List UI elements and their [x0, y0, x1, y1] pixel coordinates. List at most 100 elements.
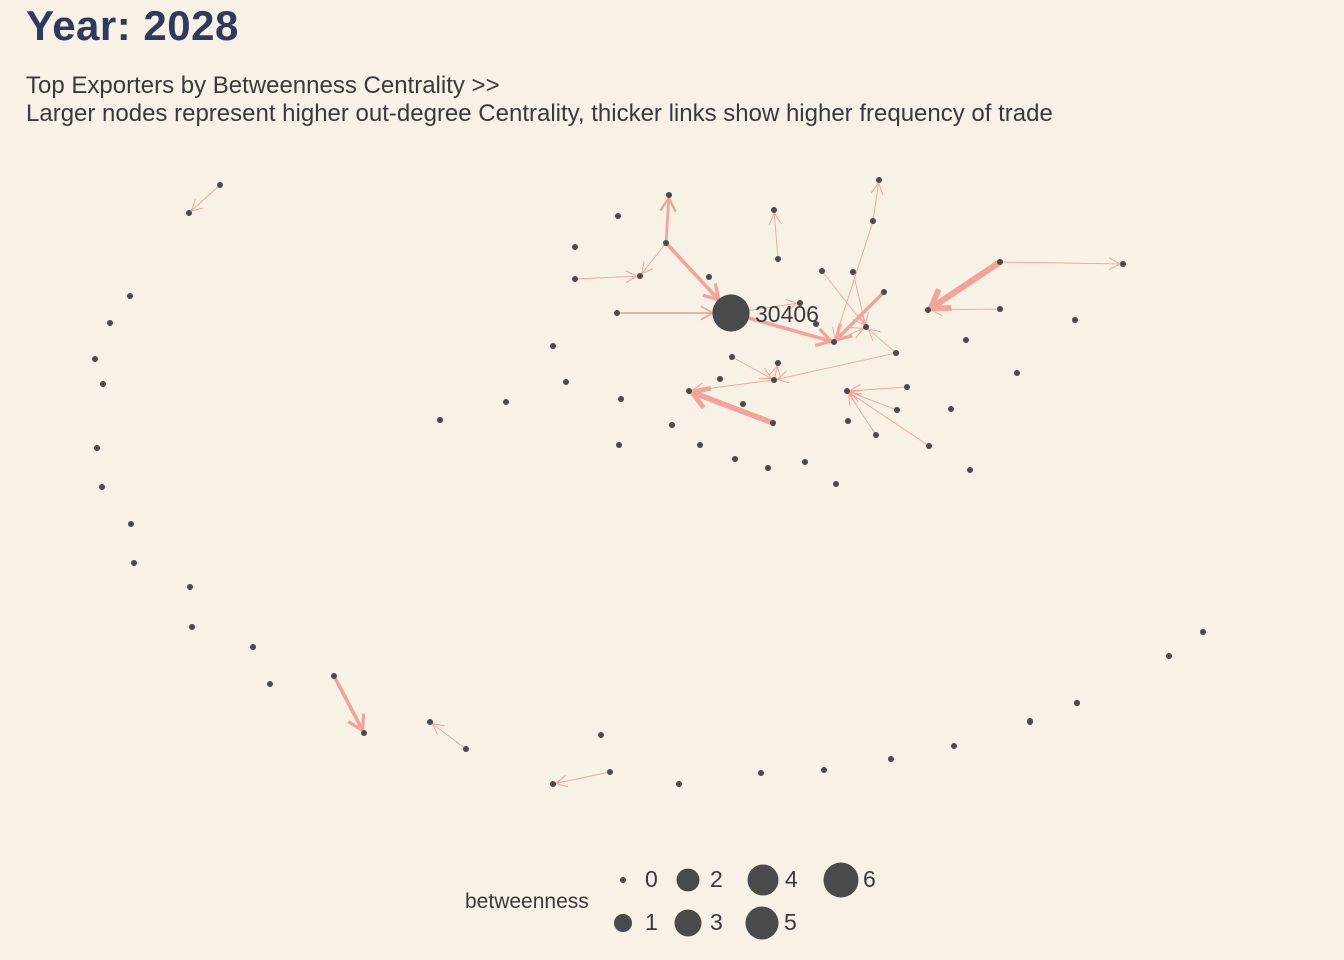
edge-c21-c18 — [852, 271, 866, 325]
node-r7 — [128, 521, 134, 527]
edge-c35-c33 — [849, 392, 930, 447]
legend-label-4: 4 — [785, 866, 798, 892]
edge-c36-c33 — [849, 391, 898, 411]
legend-marker-6 — [823, 862, 859, 898]
node-c27 — [686, 388, 692, 394]
edge-c26-c18 — [867, 328, 897, 354]
edge-c22-c20 — [834, 290, 886, 342]
node-c23 — [775, 360, 781, 366]
node-a2 — [186, 210, 192, 216]
edge-arrowhead-c15-c16 — [1108, 257, 1122, 271]
node-c3 — [663, 240, 669, 246]
node-c32 — [963, 337, 969, 343]
edge-c19-c18 — [821, 270, 865, 326]
edge-arrowhead-c29-c27 — [690, 382, 704, 396]
legend-label-6: 6 — [863, 866, 876, 892]
node-r19 — [967, 467, 973, 473]
node-c24 — [729, 354, 735, 360]
node-c28 — [770, 420, 776, 426]
node-c31 — [740, 401, 746, 407]
edge-arrowhead-c29-c23 — [768, 364, 782, 379]
node-hub — [712, 294, 750, 332]
legend-label-0: 0 — [645, 866, 658, 892]
node-c5 — [572, 276, 578, 282]
node-c41 — [618, 396, 624, 402]
node-r4 — [100, 381, 106, 387]
subtitle-line-1: Top Exporters by Betweenness Centrality … — [26, 72, 500, 99]
legend-label-5: 5 — [784, 909, 797, 935]
edge-c3-c6 — [641, 242, 667, 275]
node-r29 — [821, 767, 827, 773]
node-b3 — [463, 746, 469, 752]
edge-c34-c33 — [849, 386, 908, 392]
node-r3 — [92, 356, 98, 362]
node-c38 — [845, 418, 851, 424]
node-c9 — [797, 300, 803, 306]
edge-arrowhead-c22-c20 — [833, 323, 853, 343]
node-c39 — [948, 406, 954, 412]
node-r28 — [758, 770, 764, 776]
node-c13 — [925, 307, 931, 313]
edge-r25-r24 — [555, 771, 611, 784]
nodes-group — [92, 177, 1206, 787]
edge-arrowhead-r25-r24 — [554, 774, 569, 788]
node-c44 — [732, 456, 738, 462]
legend-marker-2 — [676, 868, 700, 892]
node-c16 — [1120, 261, 1126, 267]
edge-c3-hub — [664, 241, 721, 302]
edges-group — [190, 181, 1122, 788]
edge-c29-c27 — [691, 379, 775, 392]
edge-arrowhead-hub-c9 — [785, 298, 799, 312]
subtitle-line-2: Larger nodes represent higher out-degree… — [26, 100, 1053, 127]
edge-arrowhead-c26-c18 — [867, 328, 881, 341]
edge-a1-a2 — [190, 184, 221, 212]
node-r9 — [187, 584, 193, 590]
edge-c15-c16 — [999, 261, 1121, 265]
node-c8 — [614, 310, 620, 316]
node-r20 — [1200, 629, 1206, 635]
edge-c28-c27 — [689, 389, 776, 426]
node-c6 — [637, 273, 643, 279]
node-r27 — [676, 781, 682, 787]
edge-c12-c20 — [834, 220, 874, 340]
edge-c26-c29 — [776, 352, 897, 380]
node-r25 — [607, 769, 613, 775]
edge-c14-c13 — [930, 308, 1001, 311]
node-c34 — [904, 384, 910, 390]
node-label-hub: 30406 — [755, 301, 819, 327]
edge-b3-b4 — [431, 723, 467, 750]
edge-c12-c11 — [872, 182, 880, 222]
node-c12 — [870, 218, 876, 224]
edge-arrowhead-c3-c6 — [641, 261, 654, 275]
node-c11 — [876, 177, 882, 183]
edge-b1-b2 — [332, 674, 365, 733]
legend-label-3: 3 — [710, 909, 723, 935]
node-c2 — [771, 207, 777, 213]
node-c25 — [813, 321, 819, 327]
node-c14 — [997, 306, 1003, 312]
node-r12 — [267, 681, 273, 687]
node-r16 — [503, 399, 509, 405]
edge-arrowhead-c12-c20 — [832, 326, 845, 341]
node-b2 — [361, 730, 367, 736]
node-b1 — [331, 673, 337, 679]
node-r8 — [131, 560, 137, 566]
node-r32 — [1027, 719, 1033, 725]
node-c47 — [833, 481, 839, 487]
legend-title: betweenness — [465, 890, 589, 913]
node-r6 — [99, 484, 105, 490]
node-c18 — [863, 324, 869, 330]
node-c1 — [666, 192, 672, 198]
legend-marker-3 — [674, 909, 702, 937]
edge-c3-c1 — [664, 196, 671, 245]
node-c22 — [881, 289, 887, 295]
node-c17 — [1072, 317, 1078, 323]
legend-label-1: 1 — [645, 909, 658, 935]
node-c7 — [775, 256, 781, 262]
node-c26 — [893, 350, 899, 356]
edge-arrowhead-c5-c6 — [625, 270, 639, 283]
edge-arrowhead-c24-c29 — [758, 367, 773, 380]
node-r17 — [437, 417, 443, 423]
node-c36 — [894, 407, 900, 413]
